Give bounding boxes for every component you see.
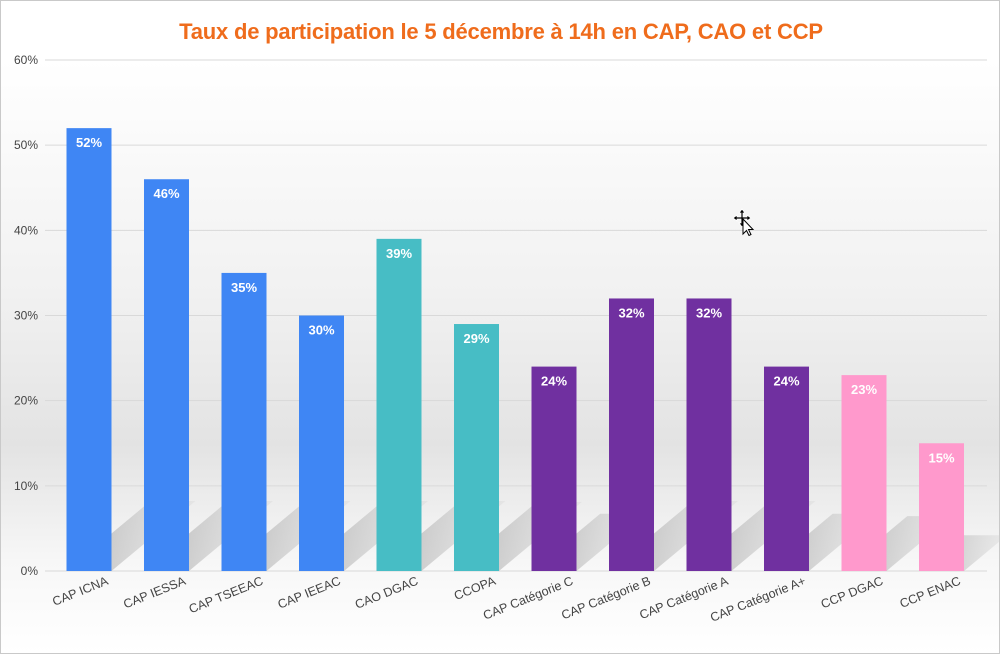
x-category-label: CCOPA bbox=[452, 574, 498, 604]
x-category-label: CAP IEEAC bbox=[276, 574, 343, 612]
bar-value-label: 46% bbox=[153, 186, 179, 201]
bar bbox=[531, 366, 577, 571]
bar-value-label: 39% bbox=[386, 246, 412, 261]
y-tick-label: 20% bbox=[14, 394, 38, 408]
bar-value-label: 15% bbox=[928, 450, 954, 465]
y-tick-label: 0% bbox=[21, 564, 39, 578]
move-cursor-icon bbox=[732, 208, 755, 236]
x-category-label: CCP DGAC bbox=[819, 574, 885, 612]
bar bbox=[221, 272, 267, 571]
bar bbox=[144, 179, 189, 571]
bar bbox=[299, 315, 344, 571]
y-tick-label: 60% bbox=[14, 53, 38, 67]
x-category-label: CAP IESSA bbox=[121, 574, 188, 612]
bar-value-label: 24% bbox=[541, 374, 567, 389]
bar-value-label: 32% bbox=[618, 305, 644, 320]
y-tick-label: 10% bbox=[14, 479, 38, 493]
bar-value-label: 24% bbox=[773, 374, 799, 389]
bar bbox=[454, 324, 499, 571]
x-category-label: CAO DGAC bbox=[353, 574, 420, 612]
x-category-label: CAP TSEEAC bbox=[187, 574, 265, 616]
y-tick-label: 30% bbox=[14, 309, 38, 323]
bar bbox=[66, 128, 112, 571]
bar bbox=[376, 238, 422, 571]
bar-value-label: 52% bbox=[76, 135, 102, 150]
chart-title: Taux de participation le 5 décembre à 14… bbox=[179, 19, 823, 44]
y-tick-label: 40% bbox=[14, 223, 38, 237]
x-axis-labels: CAP ICNA CAP IESSA CAP TSEEAC CAP IEEAC CAO … bbox=[50, 574, 962, 625]
y-tick-label: 50% bbox=[14, 138, 38, 152]
y-axis-ticks: 0% 10% 20% 30% 40% 50% 60% bbox=[14, 53, 38, 578]
bar bbox=[686, 298, 732, 571]
value-labels: 52% 46% 35% 30% 39% 29% 24% 32% 32% 24% 23% 15% bbox=[76, 135, 955, 465]
bars bbox=[66, 128, 964, 571]
x-category-label: CCP ENAC bbox=[898, 574, 963, 611]
x-category-label: CAP Catégorie B bbox=[559, 574, 652, 623]
x-category-label: CAP ICNA bbox=[50, 574, 110, 609]
bar-value-label: 35% bbox=[231, 280, 257, 295]
bar bbox=[609, 298, 654, 571]
bar-value-label: 29% bbox=[463, 331, 489, 346]
bar-value-label: 23% bbox=[851, 382, 877, 397]
gridlines bbox=[45, 59, 987, 572]
bar bbox=[841, 375, 887, 571]
bar-value-label: 30% bbox=[308, 323, 334, 338]
bar-value-label: 32% bbox=[696, 305, 722, 320]
bar bbox=[764, 366, 809, 571]
bar bbox=[919, 443, 964, 571]
